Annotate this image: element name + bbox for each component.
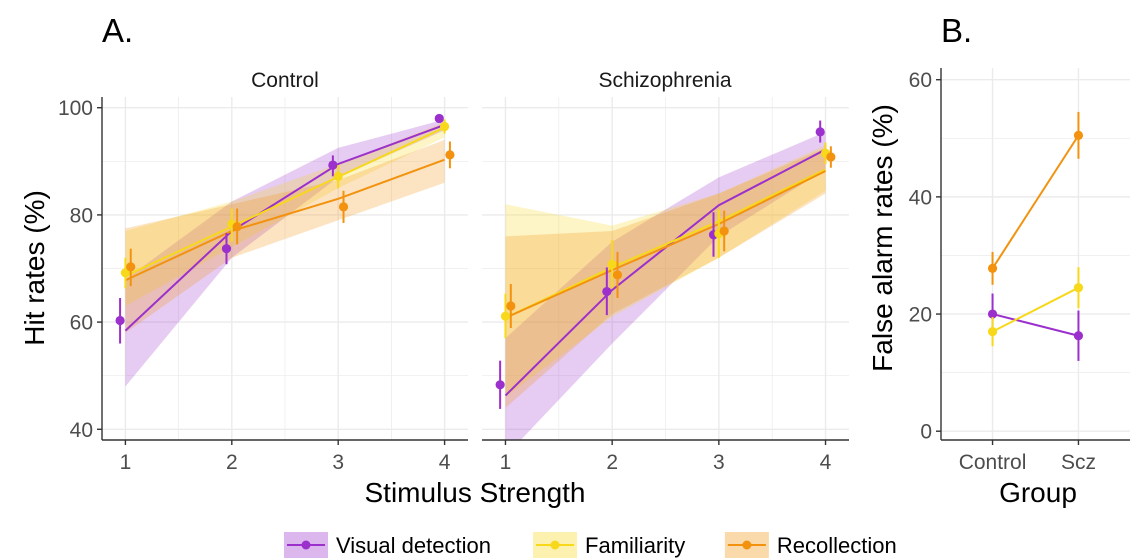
p1-line-recollection <box>505 170 826 319</box>
p2-y-tick-label: 0 <box>920 421 932 444</box>
p0-point-recollection <box>232 222 242 232</box>
p2-x-tick-label: Scz <box>1061 451 1096 474</box>
p0-point-familiarity <box>120 268 131 278</box>
legend-key-point <box>301 540 311 550</box>
p0-point-recollection <box>338 202 349 212</box>
p0-y-tick-label: 40 <box>70 419 93 442</box>
p1-point-familiarity <box>607 259 617 269</box>
p2-point-familiarity <box>1073 283 1084 293</box>
confidence-bands-layer <box>125 119 826 440</box>
legend-key-point <box>742 540 752 550</box>
p1-point-familiarity <box>500 311 511 321</box>
p1-point-recollection <box>506 301 516 311</box>
points-layer <box>115 111 1084 409</box>
p0-point-visual <box>434 113 444 124</box>
p2-line-visual <box>992 313 1079 337</box>
p1-point-recollection <box>719 226 729 236</box>
p2-point-visual <box>1073 331 1084 341</box>
panel-label-b: B. <box>941 12 972 49</box>
p1-point-recollection <box>612 270 623 280</box>
p1-line-familiarity <box>505 168 826 319</box>
y-axis-label-false-alarm-rates: False alarm rates (%) <box>867 104 898 372</box>
p1-point-recollection <box>826 152 836 162</box>
legend-item-familiarity: Familiarity <box>533 532 685 558</box>
p0-line-recollection <box>124 158 445 282</box>
p2-y-tick-label: 40 <box>909 186 932 209</box>
p1-x-tick-label: 4 <box>820 451 832 474</box>
facet-title-control: Control <box>251 69 319 92</box>
p2-y-tick-label: 60 <box>909 69 932 92</box>
p0-point-visual <box>221 244 232 254</box>
p1-x-tick-label: 1 <box>500 451 512 474</box>
p1-point-visual <box>815 127 825 137</box>
p0-point-familiarity <box>439 121 450 132</box>
facet-title-schizophrenia: Schizophrenia <box>598 69 731 92</box>
p0-y-tick-label: 100 <box>58 97 93 120</box>
p0-line-visual <box>124 123 445 332</box>
legend-item-visual: Visual detection <box>284 532 491 558</box>
p0-point-visual <box>115 315 125 326</box>
legend-label-visual: Visual detection <box>336 533 491 558</box>
p0-x-tick-label: 3 <box>332 451 344 474</box>
legend-label-familiarity: Familiarity <box>585 533 685 558</box>
p0-x-tick-label: 1 <box>120 451 132 474</box>
x-axis-label-group: Group <box>999 477 1077 508</box>
p0-x-tick-label: 4 <box>439 451 451 474</box>
p0-point-familiarity <box>333 171 343 181</box>
p2-point-familiarity <box>987 327 998 337</box>
p2-point-visual <box>987 309 998 319</box>
p0-band-visual <box>125 119 445 387</box>
legend-item-recollection: Recollection <box>724 532 897 558</box>
p0-x-tick-label: 2 <box>226 451 238 474</box>
legend: Visual detection Familiarity Recollection <box>284 532 897 558</box>
p2-y-tick-label: 20 <box>909 304 932 327</box>
text-layer: A. B. Control Schizophrenia Hit rates (%… <box>19 12 1077 508</box>
legend-key-point <box>550 540 560 550</box>
p2-point-recollection <box>987 263 998 273</box>
p2-line-recollection <box>991 134 1080 269</box>
p1-x-tick-label: 2 <box>606 451 618 474</box>
p0-y-tick-label: 60 <box>70 312 93 335</box>
p0-point-recollection <box>445 150 455 160</box>
p1-point-visual <box>602 286 612 297</box>
x-axis-label-stimulus-strength: Stimulus Strength <box>365 477 586 508</box>
p1-x-tick-label: 3 <box>713 451 725 474</box>
p2-x-tick-label: Control <box>959 451 1027 474</box>
p0-y-tick-label: 80 <box>70 204 93 227</box>
grid-layer <box>102 68 1130 440</box>
p1-point-visual <box>495 380 505 390</box>
y-axis-label-hit-rates: Hit rates (%) <box>19 190 50 346</box>
p2-point-recollection <box>1073 130 1084 140</box>
p0-point-recollection <box>126 262 136 272</box>
p2-line-familiarity <box>992 286 1079 333</box>
p1-band-recollection <box>505 147 826 408</box>
panel-label-a: A. <box>102 12 133 49</box>
p0-line-familiarity <box>124 126 446 277</box>
legend-label-recollection: Recollection <box>777 533 897 558</box>
p0-point-visual <box>328 160 338 170</box>
series-lines-layer <box>124 123 1080 397</box>
